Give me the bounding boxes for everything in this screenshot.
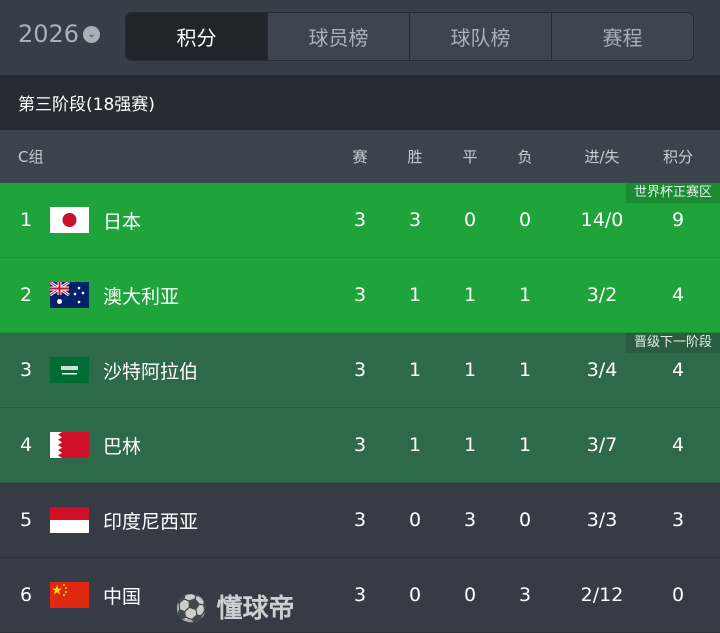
goals-value: 3/2: [586, 284, 618, 306]
watermark-text: 懂球帝: [216, 594, 295, 624]
lost-value: 1: [518, 284, 532, 306]
australia-flag-icon: [50, 282, 89, 308]
table-row[interactable]: 4 巴林 3 1 1 1 3/7 4: [0, 408, 720, 483]
soccer-ball-icon: ⚽: [175, 594, 208, 624]
drawn-value: 1: [463, 434, 477, 456]
indonesia-flag-icon: [50, 507, 89, 533]
won-value: 0: [408, 584, 422, 606]
year-selector[interactable]: 2026 ⌄: [18, 20, 101, 48]
table-row[interactable]: 6 中国 3 0 0 3 2/12 0 ⚽ 懂球帝: [0, 558, 720, 633]
rank: 5: [19, 509, 33, 531]
drawn-value: 1: [463, 359, 477, 381]
goals-value: 3/4: [586, 359, 618, 381]
lost-value: 3: [518, 584, 532, 606]
zone-label-next: 晋级下一阶段: [625, 333, 720, 353]
points-value: 4: [671, 284, 685, 306]
japan-flag-icon: [50, 207, 89, 233]
tab-schedule[interactable]: 赛程: [551, 13, 693, 60]
lost-value: 0: [518, 209, 532, 231]
china-flag-icon: [50, 582, 89, 608]
lost-value: 0: [518, 509, 532, 531]
played-value: 3: [353, 509, 367, 531]
points-value: 9: [671, 209, 685, 231]
col-lost: 负: [517, 148, 533, 166]
stage-title: 第三阶段(18强赛): [0, 75, 720, 130]
col-drawn: 平: [462, 148, 478, 166]
points-value: 0: [671, 584, 685, 606]
table-row[interactable]: 1 日本 3 3 0 0 14/0 9 世界杯正赛区: [0, 183, 720, 258]
tab-team-rankings[interactable]: 球队榜: [409, 13, 551, 60]
tab-bar: 积分 球员榜 球队榜 赛程: [125, 12, 694, 61]
table-row[interactable]: 5 印度尼西亚 3 0 3 0 3/3 3: [0, 483, 720, 558]
rank: 3: [19, 359, 33, 381]
goals-value: 3/7: [586, 434, 618, 456]
played-value: 3: [353, 359, 367, 381]
zone-label-direct: 世界杯正赛区: [625, 183, 720, 203]
chevron-down-icon: ⌄: [83, 25, 101, 43]
team-name[interactable]: 中国: [103, 585, 142, 608]
points-value: 4: [671, 359, 685, 381]
col-points: 积分: [662, 148, 693, 166]
saudi-arabia-flag-icon: [50, 357, 89, 383]
watermark-logo: ⚽ 懂球帝: [175, 594, 294, 624]
played-value: 3: [353, 434, 367, 456]
tab-player-rankings[interactable]: 球员榜: [267, 13, 409, 60]
points-value: 4: [671, 434, 685, 456]
year-label: 2026: [18, 20, 80, 48]
table-row[interactable]: 2 澳大利亚 3 1 1 1 3/2 4: [0, 258, 720, 333]
goals-value: 14/0: [580, 209, 624, 231]
points-value: 3: [671, 509, 685, 531]
played-value: 3: [353, 584, 367, 606]
team-name[interactable]: 巴林: [103, 435, 142, 458]
drawn-value: 1: [463, 284, 477, 306]
won-value: 1: [408, 359, 422, 381]
played-value: 3: [353, 209, 367, 231]
lost-value: 1: [518, 434, 532, 456]
drawn-value: 0: [463, 584, 477, 606]
rank: 6: [19, 584, 33, 606]
table-row[interactable]: 3 沙特阿拉伯 3 1 1 1 3/4 4 晋级下一阶段: [0, 333, 720, 408]
bahrain-flag-icon: [50, 432, 89, 458]
team-name[interactable]: 澳大利亚: [103, 285, 180, 308]
col-goals: 进/失: [584, 148, 620, 166]
tab-standings[interactable]: 积分: [126, 13, 267, 60]
won-value: 1: [408, 434, 422, 456]
drawn-value: 0: [463, 209, 477, 231]
lost-value: 1: [518, 359, 532, 381]
column-header: C组 赛 胜 平 负 进/失 积分: [0, 130, 720, 183]
col-played: 赛: [352, 148, 368, 166]
played-value: 3: [353, 284, 367, 306]
goals-value: 2/12: [580, 584, 624, 606]
top-bar: 2026 ⌄ 积分 球员榜 球队榜 赛程: [0, 0, 720, 75]
team-name[interactable]: 印度尼西亚: [103, 510, 199, 533]
col-won: 胜: [407, 148, 423, 166]
rank: 1: [19, 209, 33, 231]
rank: 4: [19, 434, 33, 456]
team-name[interactable]: 日本: [103, 210, 142, 233]
won-value: 1: [408, 284, 422, 306]
group-label: C组: [18, 148, 44, 166]
drawn-value: 3: [463, 509, 477, 531]
team-name[interactable]: 沙特阿拉伯: [103, 360, 199, 383]
won-value: 0: [408, 509, 422, 531]
won-value: 3: [408, 209, 422, 231]
rank: 2: [19, 284, 33, 306]
goals-value: 3/3: [586, 509, 618, 531]
